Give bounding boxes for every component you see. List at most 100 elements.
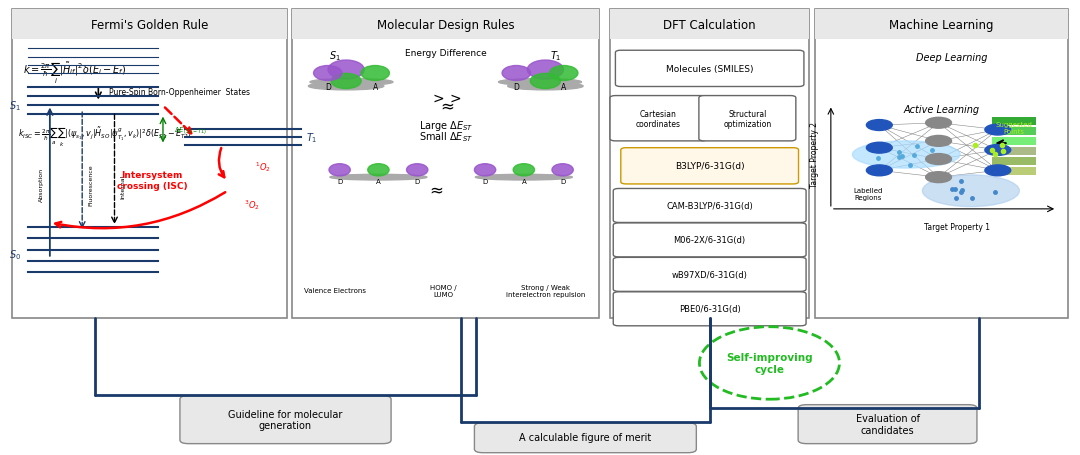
Bar	[993, 147, 1036, 156]
Text: Target Property 2: Target Property 2	[810, 122, 820, 188]
Circle shape	[926, 118, 951, 129]
Ellipse shape	[329, 164, 350, 177]
Text: Active Learning: Active Learning	[903, 105, 980, 115]
Text: PBE0/6-31G(d): PBE0/6-31G(d)	[679, 305, 741, 313]
Ellipse shape	[499, 79, 581, 86]
FancyBboxPatch shape	[293, 10, 599, 318]
FancyBboxPatch shape	[621, 148, 798, 185]
Text: wB97XD/6-31G(d): wB97XD/6-31G(d)	[672, 270, 747, 279]
Text: D: D	[325, 83, 330, 92]
FancyBboxPatch shape	[613, 258, 806, 292]
Text: Fluorescence: Fluorescence	[89, 164, 93, 205]
Ellipse shape	[361, 66, 390, 81]
Text: $^1O_2$: $^1O_2$	[255, 160, 270, 173]
Text: Fermi's Golden Rule: Fermi's Golden Rule	[91, 19, 208, 31]
Text: Internal: Internal	[121, 175, 125, 199]
Ellipse shape	[313, 66, 342, 81]
Text: Structural
optimization: Structural optimization	[724, 109, 771, 129]
Ellipse shape	[922, 176, 1020, 207]
Text: D: D	[483, 179, 488, 185]
Text: $S_0$: $S_0$	[9, 248, 21, 262]
Circle shape	[866, 166, 892, 177]
Text: $T_1$: $T_1$	[307, 131, 318, 145]
Ellipse shape	[552, 164, 573, 177]
FancyBboxPatch shape	[613, 292, 806, 326]
Text: $\approx$: $\approx$	[427, 180, 444, 198]
Text: Molecules (SMILES): Molecules (SMILES)	[666, 65, 754, 74]
Text: Cartesian
coordinates: Cartesian coordinates	[636, 109, 681, 129]
Circle shape	[926, 154, 951, 165]
Ellipse shape	[328, 61, 364, 80]
Text: $\Delta E_{(S1-T1)}$: $\Delta E_{(S1-T1)}$	[174, 125, 206, 136]
FancyBboxPatch shape	[12, 10, 287, 40]
Text: Benchmarking: Benchmarking	[679, 192, 740, 200]
Circle shape	[866, 143, 892, 154]
FancyBboxPatch shape	[613, 189, 806, 223]
Text: Evaluation of
candidates: Evaluation of candidates	[855, 414, 919, 435]
Text: HOMO /
LUMO: HOMO / LUMO	[430, 284, 457, 297]
Text: CAM-B3LYP/6-31G(d): CAM-B3LYP/6-31G(d)	[666, 202, 753, 211]
Bar	[993, 117, 1036, 126]
Text: $k = \frac{2\pi}{\hbar}\sum_i |\tilde{H}_{if}|^2\delta(E_i - E_f)$: $k = \frac{2\pi}{\hbar}\sum_i |\tilde{H}…	[23, 60, 126, 86]
Text: Intersystem
crossing (ISC): Intersystem crossing (ISC)	[117, 171, 188, 190]
FancyBboxPatch shape	[610, 10, 809, 318]
Text: $S_1$: $S_1$	[9, 99, 21, 112]
Ellipse shape	[309, 83, 383, 91]
Text: Machine Learning: Machine Learning	[889, 19, 994, 31]
Text: Labelled
Regions: Labelled Regions	[854, 187, 883, 200]
Text: Self-improving
cycle: Self-improving cycle	[726, 352, 813, 374]
Bar	[993, 157, 1036, 166]
Text: Valence Electrons: Valence Electrons	[305, 288, 366, 294]
Text: A: A	[376, 179, 381, 185]
Text: Guideline for molecular
generation: Guideline for molecular generation	[228, 409, 342, 430]
Text: Target Property 1: Target Property 1	[924, 223, 990, 232]
Ellipse shape	[508, 83, 583, 91]
Text: DFT Calculation: DFT Calculation	[663, 19, 756, 31]
FancyBboxPatch shape	[699, 96, 796, 142]
Ellipse shape	[330, 74, 361, 89]
Circle shape	[926, 172, 951, 183]
Text: Molecular Design Rules: Molecular Design Rules	[377, 19, 514, 31]
Ellipse shape	[330, 175, 427, 181]
Ellipse shape	[700, 327, 839, 399]
Text: A: A	[522, 179, 526, 185]
Ellipse shape	[474, 164, 496, 177]
Bar	[993, 137, 1036, 146]
Text: $>>$: $>>$	[430, 91, 462, 106]
FancyBboxPatch shape	[474, 423, 697, 453]
Ellipse shape	[502, 66, 530, 81]
Ellipse shape	[475, 175, 572, 181]
Ellipse shape	[406, 164, 428, 177]
FancyBboxPatch shape	[814, 10, 1068, 40]
Bar	[993, 127, 1036, 136]
Circle shape	[985, 125, 1011, 136]
Ellipse shape	[513, 164, 535, 177]
FancyBboxPatch shape	[610, 96, 707, 142]
Text: M06-2X/6-31G(d): M06-2X/6-31G(d)	[674, 236, 745, 245]
FancyBboxPatch shape	[12, 10, 287, 318]
Text: D: D	[561, 179, 565, 185]
Circle shape	[926, 136, 951, 147]
Text: A: A	[373, 83, 378, 92]
FancyBboxPatch shape	[610, 10, 809, 40]
Ellipse shape	[530, 74, 561, 89]
Circle shape	[985, 145, 1011, 156]
Text: D: D	[337, 179, 342, 185]
Text: B3LYP/6-31G(d): B3LYP/6-31G(d)	[675, 162, 744, 171]
Text: $T_1$: $T_1$	[551, 49, 562, 63]
Ellipse shape	[368, 164, 389, 177]
Text: $\approx$: $\approx$	[437, 96, 455, 114]
Text: Pure-Spin Born-Oppenheimer  States: Pure-Spin Born-Oppenheimer States	[109, 87, 251, 96]
Circle shape	[985, 166, 1011, 177]
Text: Absorption: Absorption	[39, 167, 44, 202]
Text: Large $\Delta E_{ST}$: Large $\Delta E_{ST}$	[419, 119, 473, 133]
Bar	[993, 167, 1036, 176]
Text: A calculable figure of merit: A calculable figure of merit	[519, 432, 651, 442]
Text: $S_1$: $S_1$	[329, 49, 341, 63]
Text: D: D	[415, 179, 420, 185]
Text: D: D	[513, 83, 519, 92]
FancyBboxPatch shape	[180, 396, 391, 444]
FancyBboxPatch shape	[798, 405, 977, 444]
FancyBboxPatch shape	[613, 223, 806, 258]
Ellipse shape	[852, 142, 960, 169]
